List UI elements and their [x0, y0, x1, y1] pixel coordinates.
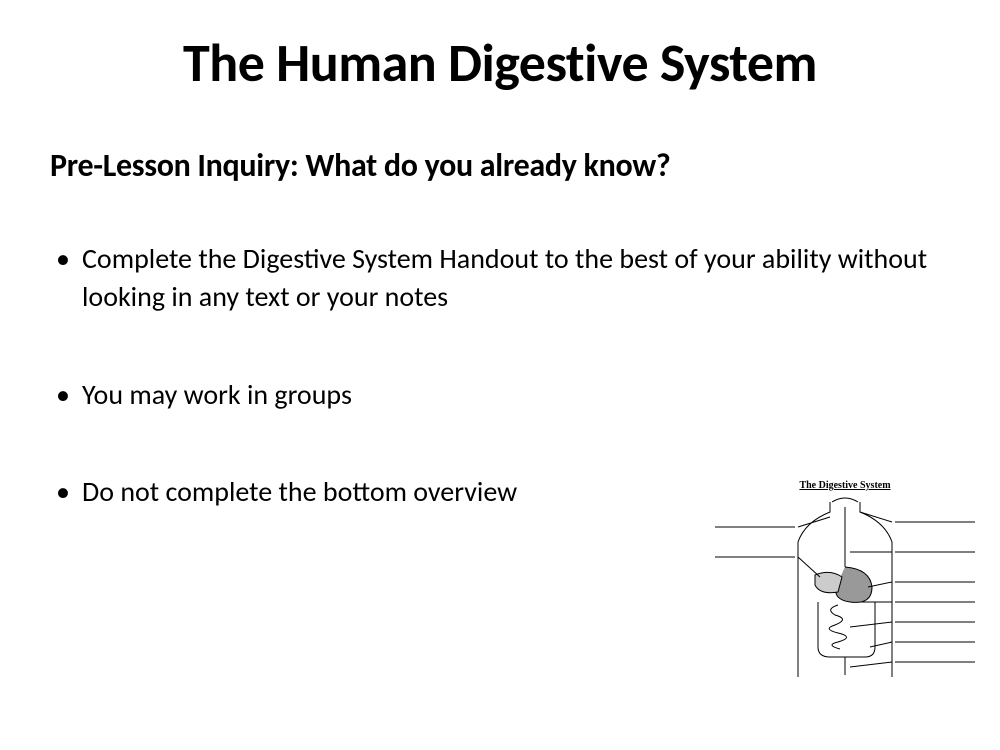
bullet-item: Complete the Digestive System Handout to…: [50, 240, 950, 316]
handout-thumbnail: The Digestive System: [710, 480, 980, 690]
slide-title: The Human Digestive System: [50, 30, 950, 96]
bullet-list: Complete the Digestive System Handout to…: [50, 240, 950, 511]
handout-title: The Digestive System: [710, 480, 980, 491]
slide-subtitle: Pre-Lesson Inquiry: What do you already …: [50, 146, 950, 185]
bullet-item: You may work in groups: [50, 376, 950, 414]
digestive-system-icon: [710, 497, 980, 687]
